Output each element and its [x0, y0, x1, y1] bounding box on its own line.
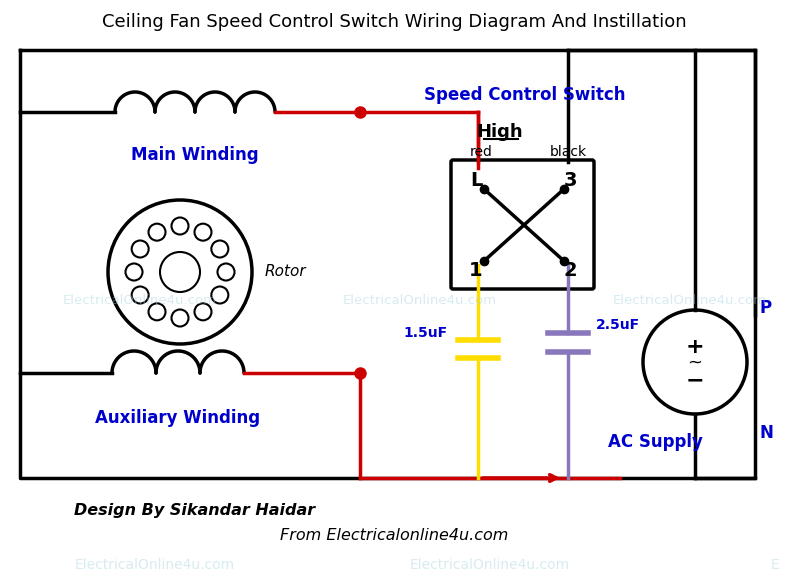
Text: 1: 1: [469, 261, 483, 281]
Text: 1.5uF: 1.5uF: [404, 326, 448, 340]
Text: ElectricalOnline4u.com: ElectricalOnline4u.com: [75, 558, 235, 572]
Text: ElectricalOnline4u.com: ElectricalOnline4u.com: [63, 293, 217, 307]
Text: Auxiliary Winding: Auxiliary Winding: [95, 409, 260, 427]
Text: From Electricalonline4u.com: From Electricalonline4u.com: [280, 528, 508, 543]
Text: AC Supply: AC Supply: [608, 433, 702, 451]
Text: Design By Sikandar Haidar: Design By Sikandar Haidar: [74, 503, 316, 518]
Text: red: red: [469, 145, 492, 159]
Text: L: L: [469, 171, 482, 191]
Text: +: +: [686, 337, 705, 357]
Text: −: −: [686, 370, 705, 390]
Text: ElectricalOnline4u.com: ElectricalOnline4u.com: [613, 293, 767, 307]
Text: ElectricalOnline4u.com: ElectricalOnline4u.com: [410, 558, 570, 572]
Text: P: P: [760, 299, 772, 317]
Text: Speed Control Switch: Speed Control Switch: [424, 86, 626, 104]
Text: ~: ~: [687, 354, 702, 372]
Text: Main Winding: Main Winding: [131, 146, 259, 164]
Text: High: High: [477, 123, 523, 141]
Text: 3: 3: [563, 171, 577, 191]
Text: 2: 2: [563, 261, 577, 281]
Text: 2.5uF: 2.5uF: [596, 318, 640, 332]
Text: black: black: [549, 145, 586, 159]
Text: Ceiling Fan Speed Control Switch Wiring Diagram And Instillation: Ceiling Fan Speed Control Switch Wiring …: [102, 13, 686, 31]
Text: E: E: [771, 558, 780, 572]
Text: N: N: [760, 424, 774, 442]
Text: Rotor: Rotor: [265, 264, 307, 279]
Text: ElectricalOnline4u.com: ElectricalOnline4u.com: [343, 293, 497, 307]
